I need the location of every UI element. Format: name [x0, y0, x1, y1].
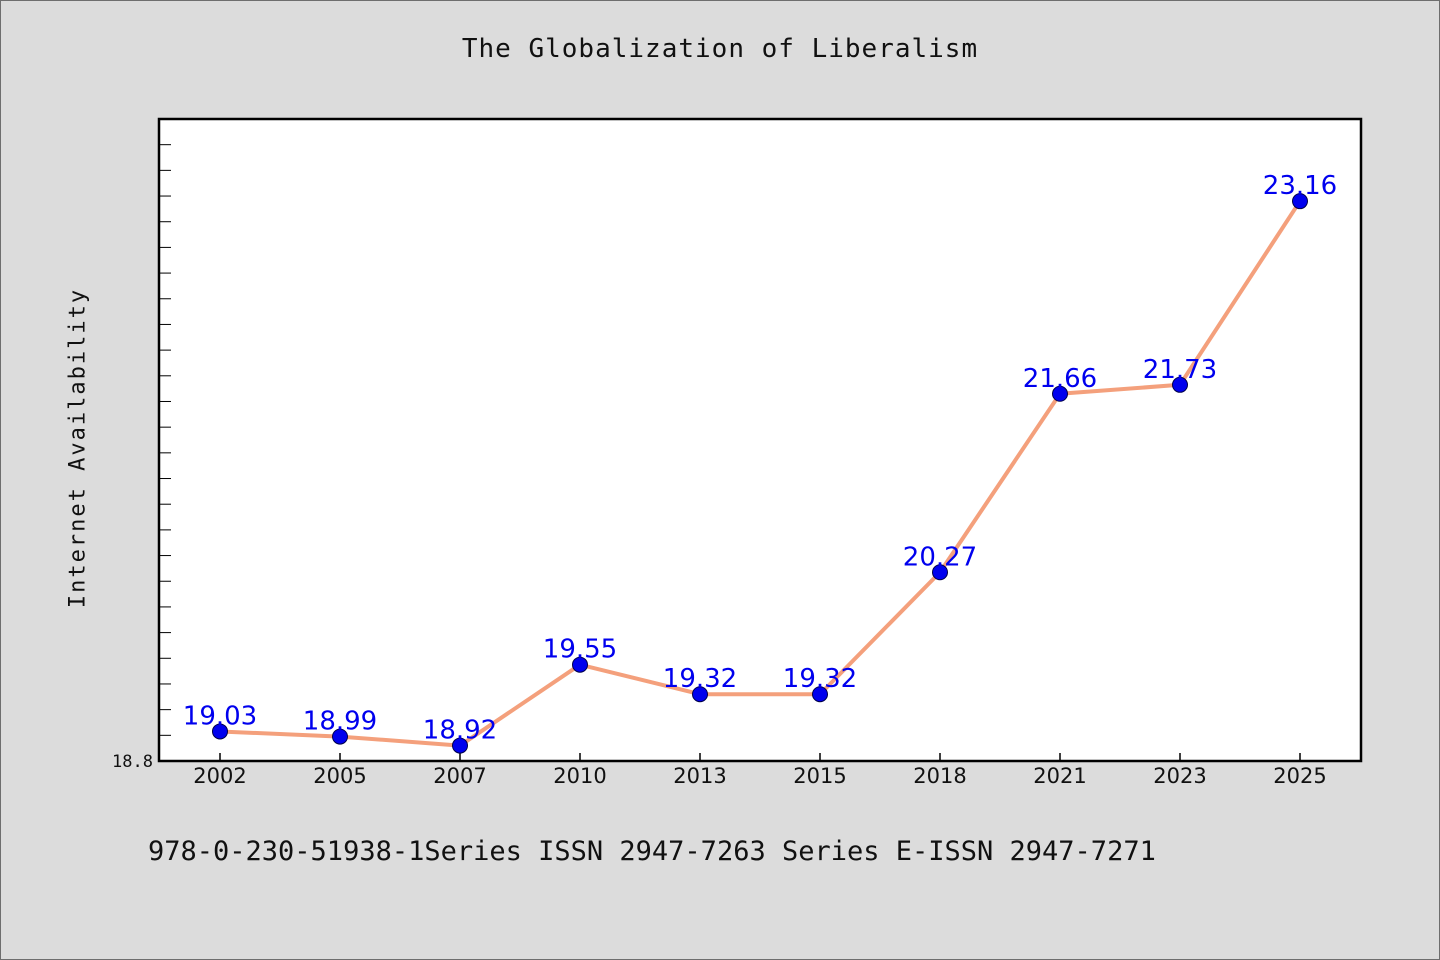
- data-label: 18.92: [423, 716, 497, 746]
- x-tick-label: 2010: [553, 764, 606, 788]
- data-point: [1052, 385, 1068, 402]
- x-tick-label: 2018: [913, 764, 966, 788]
- data-point: [452, 737, 468, 754]
- data-label: 19.32: [663, 664, 737, 694]
- x-tick-label: 2015: [793, 764, 846, 788]
- data-label: 20.27: [903, 542, 977, 572]
- data-point: [1172, 376, 1188, 393]
- x-tick-label: 2025: [1273, 764, 1326, 788]
- plot-area: [157, 117, 1363, 763]
- isbn-caption: 978-0-230-51938-1Series ISSN 2947-7263 S…: [148, 836, 1156, 867]
- data-label: 18.99: [303, 707, 377, 737]
- x-tick-label: 2013: [673, 764, 726, 788]
- x-tick-label: 2023: [1153, 764, 1206, 788]
- data-label: 19.03: [183, 701, 257, 731]
- data-label: 21.73: [1143, 355, 1217, 385]
- series-line: [219, 200, 1302, 748]
- data-point: [572, 656, 588, 673]
- data-point: [692, 686, 708, 703]
- x-tick-label: 2021: [1033, 764, 1086, 788]
- data-label: 21.66: [1023, 364, 1097, 394]
- x-tick-label: 2005: [313, 764, 366, 788]
- data-point: [932, 564, 948, 581]
- y-tick-label: 18.8: [112, 752, 153, 772]
- data-label: 19.32: [783, 664, 857, 694]
- x-tick-label: 2002: [193, 764, 246, 788]
- data-point: [1292, 193, 1308, 210]
- data-point: [332, 728, 348, 745]
- data-label: 19.55: [543, 635, 617, 665]
- chart-title: The Globalization of Liberalism: [461, 34, 979, 64]
- data-point: [212, 723, 228, 740]
- x-tick-label: 2007: [433, 764, 486, 788]
- data-point: [812, 686, 828, 703]
- data-label: 23.16: [1263, 171, 1337, 201]
